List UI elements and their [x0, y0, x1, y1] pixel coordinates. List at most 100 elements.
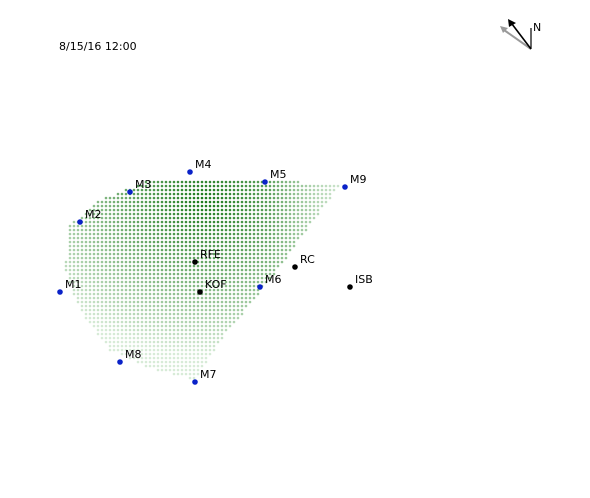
station-marker[interactable]	[192, 379, 198, 385]
plume-dot	[188, 236, 192, 240]
plume-dot	[228, 188, 232, 192]
plume-dot	[236, 316, 240, 320]
plume-dot	[236, 204, 240, 208]
plume-dot	[216, 196, 220, 200]
plume-dot	[108, 260, 112, 264]
plume-dot	[228, 288, 232, 292]
plume-dot	[140, 280, 144, 284]
plume-dot	[212, 228, 216, 232]
station-kof[interactable]: KOF	[197, 278, 227, 295]
plume-dot	[144, 316, 148, 320]
plume-dot	[216, 232, 220, 236]
station-marker[interactable]	[197, 289, 203, 295]
station-marker[interactable]	[117, 359, 123, 365]
plume-dot	[296, 220, 300, 224]
plume-dot	[84, 292, 88, 296]
plume-dot	[244, 268, 248, 272]
plume-dot	[220, 216, 224, 220]
station-m8[interactable]: M8	[117, 348, 142, 365]
plume-dot	[224, 244, 228, 248]
plume-dot	[84, 220, 88, 224]
station-layer: M1 M2 M3 M4 M5 M9 M6 M7 M8 RFE KOF RC ISB	[57, 158, 373, 385]
plume-dot	[120, 328, 124, 332]
plume-dot	[144, 340, 148, 344]
station-m4[interactable]: M4	[187, 158, 212, 175]
station-isb[interactable]: ISB	[347, 273, 373, 290]
plume-dot	[216, 248, 220, 252]
station-m1[interactable]: M1	[57, 278, 82, 295]
plume-dot	[136, 356, 140, 360]
plume-dot	[332, 188, 336, 192]
plume-dot	[168, 260, 172, 264]
plume-dot	[240, 312, 244, 316]
plume-dot	[184, 224, 188, 228]
plume-dot	[212, 244, 216, 248]
plume-dot	[264, 204, 268, 208]
plume-dot	[180, 276, 184, 280]
plume-dot	[136, 316, 140, 320]
station-marker[interactable]	[262, 179, 268, 185]
station-m5[interactable]: M5	[262, 168, 287, 185]
plume-dot	[184, 220, 188, 224]
station-marker[interactable]	[257, 284, 263, 290]
station-marker[interactable]	[192, 259, 198, 265]
plume-dot	[84, 256, 88, 260]
plume-dot	[168, 312, 172, 316]
plume-dot	[228, 276, 232, 280]
plume-dot	[264, 212, 268, 216]
plume-dot	[196, 340, 200, 344]
plume-dot	[168, 292, 172, 296]
plume-dot	[308, 212, 312, 216]
plume-dot	[264, 248, 268, 252]
plume-dot	[208, 256, 212, 260]
plume-dot	[208, 308, 212, 312]
plume-dot	[184, 196, 188, 200]
plume-dot	[300, 224, 304, 228]
station-m6[interactable]: M6	[257, 273, 282, 290]
plume-dot	[152, 196, 156, 200]
plume-dot	[236, 292, 240, 296]
station-m7[interactable]: M7	[192, 368, 217, 385]
plume-dot	[288, 192, 292, 196]
station-marker[interactable]	[342, 184, 348, 190]
station-m9[interactable]: M9	[342, 173, 367, 190]
plume-dot	[220, 180, 224, 184]
station-m3[interactable]: M3	[127, 178, 152, 195]
plume-dot	[288, 244, 292, 248]
plume-dot	[208, 280, 212, 284]
plume-dot	[236, 256, 240, 260]
plume-dot	[72, 244, 76, 248]
plume-dot	[180, 336, 184, 340]
plume-dot	[296, 200, 300, 204]
station-marker[interactable]	[187, 169, 193, 175]
station-marker[interactable]	[77, 219, 83, 225]
plume-dot	[92, 220, 96, 224]
plume-dot	[192, 332, 196, 336]
station-marker[interactable]	[127, 189, 133, 195]
station-marker[interactable]	[57, 289, 63, 295]
station-marker[interactable]	[292, 264, 298, 270]
station-rfe[interactable]: RFE	[192, 248, 221, 265]
plume-dot	[204, 320, 208, 324]
plume-dot	[304, 192, 308, 196]
station-rc[interactable]: RC	[292, 253, 315, 270]
plume-dot	[244, 180, 248, 184]
plume-dot	[164, 288, 168, 292]
station-m2[interactable]: M2	[77, 208, 102, 225]
plume-dot	[156, 316, 160, 320]
plume-dot	[112, 324, 116, 328]
plume-dot	[252, 288, 256, 292]
plume-dot	[268, 252, 272, 256]
plume-dot	[140, 204, 144, 208]
plume-dot	[156, 236, 160, 240]
plume-dot	[236, 276, 240, 280]
plume-dot	[284, 180, 288, 184]
plume-dot	[312, 184, 316, 188]
station-marker[interactable]	[347, 284, 353, 290]
plume-dot	[152, 216, 156, 220]
plume-dot	[136, 228, 140, 232]
plume-dot	[232, 248, 236, 252]
plume-dot	[212, 300, 216, 304]
plume-dot	[84, 228, 88, 232]
plume-dot	[180, 244, 184, 248]
